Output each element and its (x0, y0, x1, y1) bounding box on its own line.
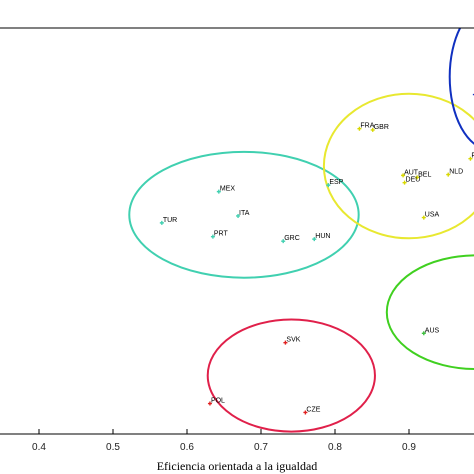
data-point-bel: BEL (415, 171, 431, 180)
point-marker (159, 220, 164, 225)
data-point-aut: AUT (401, 169, 419, 178)
point-label: CZE (306, 406, 320, 413)
point-marker (468, 156, 473, 161)
point-label: ESP (329, 179, 343, 186)
point-label: FIN (471, 153, 474, 160)
point-marker (303, 410, 308, 415)
cluster-ellipse (322, 92, 474, 240)
point-label: ITA (239, 210, 250, 217)
point-marker (210, 234, 215, 239)
point-label: AUT (404, 169, 419, 176)
data-point-deu: DEU (402, 177, 421, 185)
point-label: AUS (425, 327, 440, 334)
data-point-fra: FRA (357, 123, 375, 131)
data-point-svk: SVK (283, 337, 301, 345)
data-point-ita: ITA (236, 210, 250, 218)
data-point-tur: TUR (159, 217, 177, 225)
x-tick-label: 0.6 (180, 442, 194, 453)
point-label: GRC (284, 235, 300, 242)
point-label: GBR (374, 124, 389, 131)
data-point-aus: AUS (421, 327, 440, 336)
data-point-fin: FIN (468, 153, 474, 161)
point-marker (415, 175, 420, 180)
point-marker (312, 237, 317, 242)
point-marker (401, 173, 406, 178)
data-point-mex: MEX (216, 186, 236, 194)
point-marker (421, 215, 426, 220)
point-marker (357, 126, 362, 131)
point-marker (281, 239, 286, 244)
x-tick-label: 0.9 (402, 442, 416, 453)
point-label: USA (425, 212, 440, 219)
cluster-ellipses (128, 28, 474, 433)
cluster-ellipse (206, 318, 376, 433)
cluster-ellipse (385, 254, 474, 371)
point-marker (283, 340, 288, 345)
data-point-nld: NLD (446, 169, 463, 177)
data-point-gbr: GBR (370, 124, 389, 132)
cluster-ellipse (128, 150, 360, 279)
point-label: TUR (163, 217, 177, 224)
x-tick-label: 0.7 (254, 442, 268, 453)
point-marker (236, 213, 241, 218)
data-point-pol: POL (207, 398, 225, 406)
point-label: POL (211, 398, 225, 405)
point-label: PRT (214, 231, 229, 238)
point-marker (216, 189, 221, 194)
point-marker (421, 331, 426, 336)
point-label: DEU (406, 177, 421, 184)
x-axis-ticks: 0.4 0.5 0.6 0.7 0.8 0.9 (32, 429, 416, 453)
point-label: HUN (315, 233, 330, 240)
point-label: SVK (286, 337, 300, 344)
point-label: MEX (220, 186, 236, 193)
point-marker (207, 401, 212, 406)
point-label: BEL (418, 171, 431, 178)
x-tick-label: 0.4 (32, 442, 46, 453)
point-marker (402, 180, 407, 185)
x-tick-label: 0.5 (106, 442, 120, 453)
cluster-ellipse (448, 28, 474, 145)
plot-frame (0, 27, 474, 435)
data-point-hun: HUN (312, 233, 330, 242)
x-tick-label: 0.8 (328, 442, 342, 453)
data-point-cze: CZE (303, 406, 321, 415)
point-marker (326, 183, 331, 188)
point-marker (446, 172, 451, 177)
data-point-usa: USA (421, 212, 440, 220)
point-label: FRA (360, 123, 374, 130)
data-point-esp: ESP (326, 179, 344, 188)
point-marker (370, 127, 375, 132)
data-point-prt: PRT (210, 231, 229, 239)
x-axis-title: Eficiencia orientada a la igualdad (157, 459, 318, 473)
data-point-grc: GRC (281, 235, 300, 244)
point-label: NLD (449, 169, 463, 176)
